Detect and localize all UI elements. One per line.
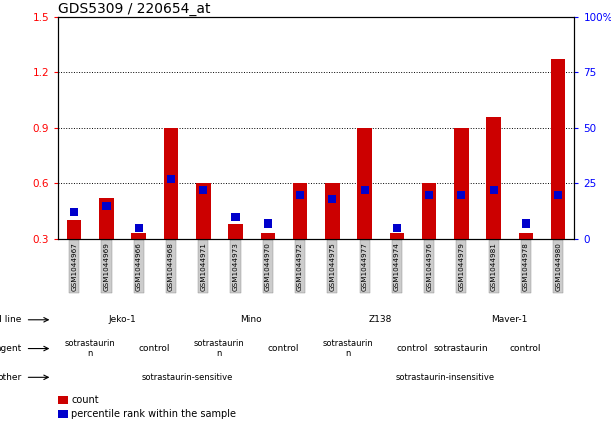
Bar — [489, 186, 498, 194]
Bar — [519, 233, 533, 239]
Text: sotrastaurin-sensitive: sotrastaurin-sensitive — [141, 373, 233, 382]
Bar — [422, 184, 436, 239]
Text: sotrastaurin
n: sotrastaurin n — [194, 339, 244, 358]
Text: sotrastaurin-insensitive: sotrastaurin-insensitive — [395, 373, 494, 382]
Bar — [393, 224, 401, 232]
Bar — [196, 184, 211, 239]
Text: control: control — [139, 344, 170, 353]
Bar — [70, 208, 78, 217]
Bar — [486, 117, 501, 239]
Bar — [554, 190, 562, 199]
Text: Z138: Z138 — [368, 315, 392, 324]
Bar — [296, 190, 304, 199]
Bar — [131, 233, 146, 239]
Bar — [522, 220, 530, 228]
Bar — [325, 184, 340, 239]
Bar — [167, 175, 175, 183]
Bar — [293, 184, 307, 239]
Bar — [425, 190, 433, 199]
Bar — [390, 233, 404, 239]
Bar — [229, 224, 243, 239]
Bar — [67, 220, 81, 239]
Text: Mino: Mino — [241, 315, 262, 324]
Text: cell line: cell line — [0, 315, 21, 324]
Text: GDS5309 / 220654_at: GDS5309 / 220654_at — [58, 2, 211, 16]
Bar — [134, 224, 143, 232]
Text: sotrastaurin: sotrastaurin — [434, 344, 488, 353]
Bar — [360, 186, 368, 194]
Text: agent: agent — [0, 344, 21, 353]
Text: control: control — [510, 344, 541, 353]
Bar — [99, 198, 114, 239]
Text: sotrastaurin
n: sotrastaurin n — [65, 339, 115, 358]
Text: control: control — [268, 344, 299, 353]
Bar — [458, 190, 466, 199]
Bar — [551, 60, 565, 239]
Bar — [103, 202, 111, 210]
Text: other: other — [0, 373, 21, 382]
Text: sotrastaurin
n: sotrastaurin n — [323, 339, 373, 358]
Bar — [58, 396, 68, 404]
Bar — [264, 220, 272, 228]
Bar — [164, 128, 178, 239]
Text: control: control — [397, 344, 428, 353]
Text: count: count — [71, 395, 99, 405]
Bar — [260, 233, 275, 239]
Text: percentile rank within the sample: percentile rank within the sample — [71, 409, 236, 419]
Text: Jeko-1: Jeko-1 — [108, 315, 136, 324]
Bar — [199, 186, 207, 194]
Bar — [454, 128, 469, 239]
Bar — [328, 195, 337, 203]
Bar — [357, 128, 372, 239]
Text: Maver-1: Maver-1 — [491, 315, 528, 324]
Bar — [232, 213, 240, 221]
Bar — [58, 410, 68, 418]
